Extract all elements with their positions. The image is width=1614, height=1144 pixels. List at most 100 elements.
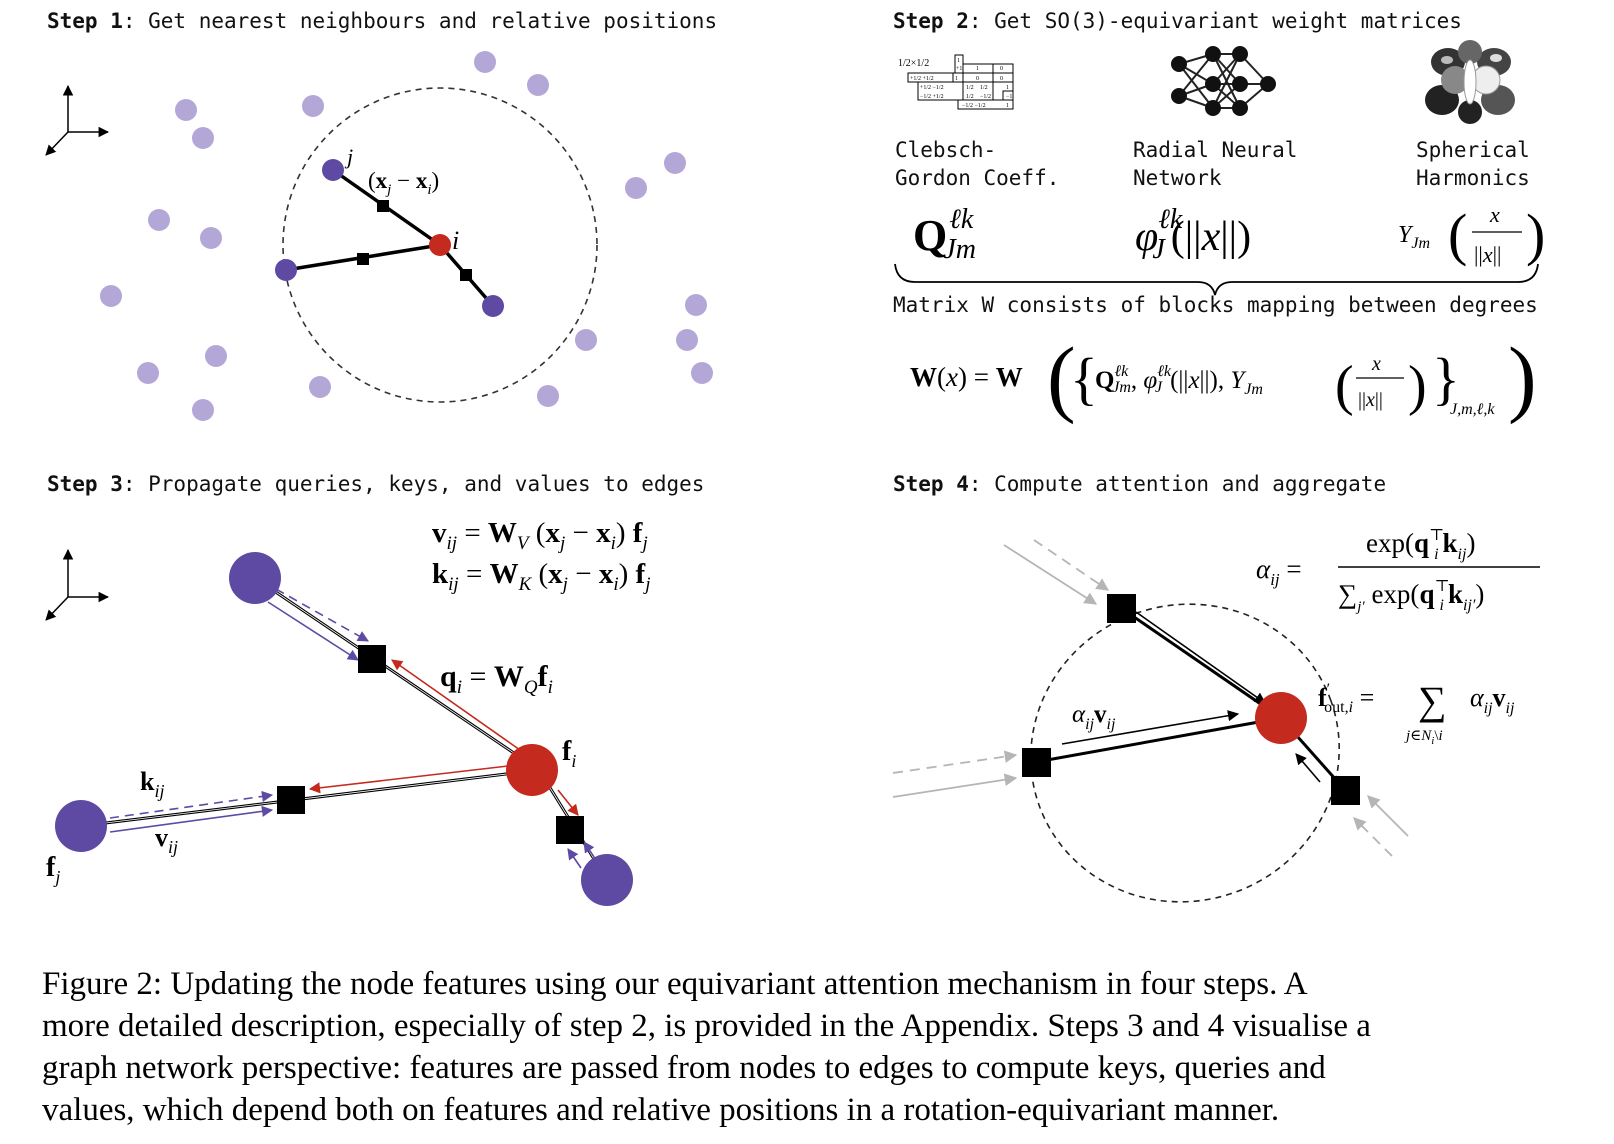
edge-node <box>377 200 389 212</box>
svg-text:x: x <box>1489 202 1500 227</box>
node-j <box>322 159 344 181</box>
svg-text:∑: ∑ <box>1418 678 1447 723</box>
svg-text:+1/2 −1/2: +1/2 −1/2 <box>920 85 944 91</box>
svg-text:0: 0 <box>976 76 979 82</box>
cg-entries: 1 +1 1 0 +1/2 +1/2 1 0 0 +1/2 −1/2 1/2 1… <box>910 58 1012 109</box>
fi-label: fi <box>562 736 576 771</box>
svg-text:YJm: YJm <box>1398 222 1430 252</box>
svg-text:): ) <box>1408 355 1427 417</box>
svg-text:1/2: 1/2 <box>966 85 974 91</box>
edge-node <box>1107 594 1136 623</box>
svg-text:||x||: ||x|| <box>1358 389 1383 411</box>
svg-text:f′out,i =: f′ out,i = <box>1318 681 1374 716</box>
svg-text:1/2: 1/2 <box>966 94 974 100</box>
clebsch-gordan-table-icon <box>907 54 1014 110</box>
node-i <box>506 744 558 796</box>
relative-position-label: (xj − xi) <box>368 168 439 198</box>
step3-diagram: fi fj kij vij qi = WQfi vij = WV (xj − x… <box>45 517 650 906</box>
neighbourhood-radius <box>282 87 598 403</box>
svg-text:1: 1 <box>957 58 960 64</box>
edge-node <box>1331 776 1360 805</box>
node-i <box>429 234 451 256</box>
svg-text:||x||: ||x|| <box>1474 242 1501 267</box>
cg-symbol: Qℓk Jm <box>913 204 976 265</box>
svg-text:x: x <box>1371 353 1381 375</box>
svg-text:αijvij: αijvij <box>1470 683 1515 717</box>
svg-text:1: 1 <box>1006 85 1009 91</box>
neighbour-node <box>482 295 504 317</box>
diagram-canvas: j i (xj − xi) 1/2×1/2 <box>45 40 1545 906</box>
figure-caption: Figure 2: Updating the node features usi… <box>42 963 1602 1131</box>
svg-text:0: 0 <box>1000 76 1003 82</box>
svg-text:(: ( <box>1448 202 1467 267</box>
svg-text:+1: +1 <box>956 66 962 72</box>
svg-text:j∈Ni\i: j∈Ni\i <box>1404 728 1443 747</box>
sh-symbol: YJm ( x ||x|| ) <box>1398 202 1545 267</box>
caption-line: more detailed description, especially of… <box>42 1008 1371 1044</box>
svg-text:−1/2 +1/2: −1/2 +1/2 <box>920 94 944 100</box>
svg-text:}: } <box>1432 346 1460 411</box>
svg-text:{: { <box>1070 346 1098 411</box>
svg-text:−1/2 −1/2: −1/2 −1/2 <box>962 103 986 109</box>
step1-label: Step 1: Get nearest neighbours and relat… <box>47 9 718 33</box>
neural-network-icon <box>1171 46 1276 116</box>
fj-label: fj <box>46 852 60 887</box>
svg-text:J,m,ℓ,k: J,m,ℓ,k <box>1450 401 1495 418</box>
svg-text:0: 0 <box>1000 66 1003 72</box>
neighbour-node <box>581 854 633 906</box>
alpha-v-label: αijvij <box>1072 701 1116 733</box>
step1-diagram: j i (xj − xi) <box>45 51 713 421</box>
svg-text:1/2: 1/2 <box>980 85 988 91</box>
svg-text:+1/2 +1/2: +1/2 +1/2 <box>910 76 934 82</box>
neighbour-node <box>275 259 297 281</box>
neighbour-node <box>229 552 281 604</box>
brace <box>894 263 1539 296</box>
w-equation: W(x) = W ( { Qℓk Jm, φℓk J (||x||), YJm ( x… <box>910 329 1537 425</box>
k-equation: kij = WK (xj − xi) fj <box>432 558 650 595</box>
svg-text:αij =: αij = <box>1256 554 1302 589</box>
cg-label: Clebsch- Gordon Coeff. <box>895 138 1060 190</box>
spherical-harmonics-icon <box>1425 40 1515 124</box>
svg-text:1: 1 <box>1006 103 1009 109</box>
brace-text: Matrix W consists of blocks mapping betw… <box>893 293 1538 317</box>
svg-text:(: ( <box>1047 329 1076 425</box>
svg-text:−1/2: −1/2 <box>980 94 991 100</box>
vij-label: vij <box>155 823 178 857</box>
label-i: i <box>452 226 459 255</box>
caption-line: values, which depend both on features an… <box>42 1092 1280 1128</box>
edge-node <box>556 816 584 844</box>
svg-text:1: 1 <box>976 66 979 72</box>
neighbourhood-radius <box>1030 603 1340 903</box>
kij-label: kij <box>140 767 164 801</box>
step3-label: Step 3: Propagate queries, keys, and val… <box>47 472 705 496</box>
edge-node <box>277 786 305 814</box>
edge-node <box>358 645 386 673</box>
neighbour-points <box>100 51 713 421</box>
svg-text:): ) <box>1508 329 1537 425</box>
step4-label: Step 4: Compute attention and aggregate <box>893 472 1387 496</box>
radial-symbol: φℓk J (||x||) <box>1135 204 1251 265</box>
label-j: j <box>344 144 353 169</box>
sh-label: Spherical Harmonics <box>1416 138 1530 190</box>
axes-icon <box>45 84 110 156</box>
edge-node <box>460 269 472 281</box>
alpha-equation: αij = exp(q⊤ i kij) ∑j′ exp(q⊤ i kij′) <box>1256 527 1540 615</box>
step4-diagram: αijvij αij = exp(q⊤ i kij) ∑j′ exp(q⊤ i kij′… <box>892 527 1540 903</box>
edge-node <box>357 253 369 265</box>
caption-line: graph network perspective: features are … <box>42 1050 1326 1086</box>
svg-text:−1: −1 <box>1006 94 1012 100</box>
q-equation: qi = WQfi <box>440 660 553 698</box>
node-i <box>1255 692 1307 744</box>
step2-diagram: 1/2×1/2 1 +1 1 0 +1/2 +1/2 1 0 0 +1/2 −1… <box>894 40 1545 425</box>
fout-equation: f′ out,i = ∑ j∈Ni\i αijvij <box>1318 678 1515 747</box>
svg-text:): ) <box>1526 202 1545 267</box>
edge-node <box>1022 748 1051 777</box>
cg-header: 1/2×1/2 <box>898 58 929 69</box>
v-equation: vij = WV (xj − xi) fj <box>432 517 648 554</box>
node-j <box>55 800 107 852</box>
caption-line: Figure 2: Updating the node features usi… <box>42 966 1308 1002</box>
